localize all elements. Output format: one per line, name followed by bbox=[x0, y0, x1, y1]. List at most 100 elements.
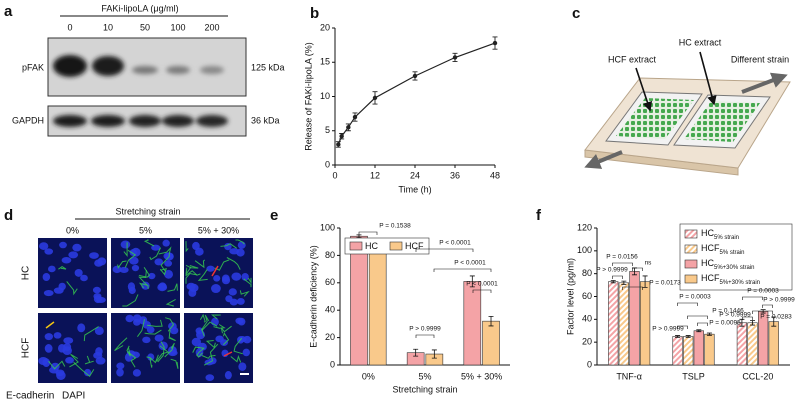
legend-swatch bbox=[684, 229, 698, 239]
legend-label: HCF bbox=[405, 241, 424, 251]
membrane bbox=[185, 272, 197, 284]
comparison-bracket bbox=[433, 268, 492, 272]
comparison-bracket bbox=[742, 296, 763, 300]
column-label: 5% + 30% bbox=[198, 225, 239, 235]
panel-letter: d bbox=[4, 207, 13, 224]
legend-label: HC bbox=[365, 241, 378, 251]
error-bar bbox=[760, 309, 766, 314]
nucleus bbox=[241, 273, 249, 281]
cells bbox=[684, 101, 760, 142]
membrane bbox=[235, 239, 245, 245]
x-tick-label: 12 bbox=[370, 170, 380, 180]
comparison-bracket bbox=[358, 231, 378, 235]
nucleus bbox=[147, 353, 155, 361]
membrane bbox=[203, 343, 219, 366]
comparison-bracket bbox=[677, 302, 698, 306]
legend-label: HC5% strain bbox=[701, 228, 739, 240]
p-value: P = 0.0156 bbox=[606, 254, 638, 261]
comparison-bracket bbox=[677, 325, 688, 329]
arrow bbox=[223, 351, 233, 357]
scale-bar bbox=[240, 373, 249, 375]
error-bar bbox=[706, 332, 712, 336]
panel-letter: c bbox=[572, 5, 580, 22]
nucleus bbox=[139, 316, 148, 325]
stain-label: DAPI bbox=[62, 391, 85, 402]
bands bbox=[53, 55, 228, 127]
membrane bbox=[165, 317, 175, 332]
membrane bbox=[157, 341, 165, 363]
nucleus bbox=[59, 241, 67, 249]
bar bbox=[693, 330, 704, 366]
membrane bbox=[136, 319, 145, 337]
diagram-label: Different strain bbox=[731, 54, 789, 64]
membrane bbox=[210, 314, 221, 320]
membrane bbox=[200, 314, 210, 331]
comparison-bracket bbox=[472, 289, 492, 293]
lane-label: 10 bbox=[103, 22, 113, 32]
nucleus bbox=[119, 266, 129, 274]
strain-arrow bbox=[741, 72, 788, 94]
x-tick-label: 48 bbox=[490, 170, 500, 180]
y-tick-label: 40 bbox=[582, 314, 592, 324]
point bbox=[412, 73, 418, 79]
nucleus bbox=[126, 350, 136, 357]
band bbox=[162, 115, 194, 127]
nucleus bbox=[61, 256, 72, 264]
nucleus bbox=[63, 337, 74, 344]
error-bar bbox=[696, 329, 702, 333]
membrane bbox=[220, 243, 237, 249]
membrane bbox=[197, 269, 208, 282]
nucleus bbox=[142, 336, 151, 344]
band bbox=[92, 56, 124, 76]
membrane bbox=[165, 298, 176, 307]
membrane bbox=[144, 329, 162, 335]
nucleus bbox=[127, 282, 136, 292]
nucleus bbox=[95, 347, 103, 356]
membrane bbox=[122, 294, 139, 307]
legend-subscript: 5% strain bbox=[714, 235, 739, 241]
blot-title: FAKi-lipoLA (μg/ml) bbox=[101, 3, 178, 13]
membrane bbox=[138, 282, 149, 290]
nucleus bbox=[58, 282, 66, 291]
y-tick-label: 20 bbox=[325, 332, 335, 342]
comparison-bracket bbox=[415, 248, 474, 252]
nucleus bbox=[195, 247, 204, 256]
error-bar bbox=[685, 335, 691, 338]
membrane bbox=[156, 345, 170, 362]
membrane bbox=[170, 358, 179, 369]
x-axis-title: Time (h) bbox=[398, 184, 431, 194]
membrane bbox=[226, 257, 241, 270]
p-value: P = 0.1446 bbox=[712, 308, 744, 315]
error-bar bbox=[488, 315, 494, 327]
legend-box bbox=[344, 237, 430, 255]
nucleus bbox=[77, 323, 86, 333]
nucleus bbox=[38, 357, 49, 366]
nucleus bbox=[220, 339, 229, 347]
p-value: P < 0.0001 bbox=[466, 281, 498, 288]
nucleus bbox=[235, 317, 244, 325]
nucleus bbox=[120, 240, 131, 249]
membrane bbox=[222, 331, 230, 346]
nucleus bbox=[62, 346, 72, 356]
y-tick-label: 40 bbox=[325, 305, 335, 315]
nucleus bbox=[242, 335, 252, 344]
membrane bbox=[220, 325, 232, 334]
nucleus bbox=[224, 370, 232, 380]
y-tick-label: 20 bbox=[320, 22, 330, 32]
point bbox=[452, 55, 458, 60]
legend-name: HCF bbox=[701, 273, 720, 283]
membrane bbox=[164, 342, 175, 358]
p-value: P > 0.9999 bbox=[719, 312, 751, 319]
nucleus bbox=[148, 272, 156, 280]
nucleus bbox=[211, 284, 221, 294]
lane-label: 50 bbox=[140, 22, 150, 32]
error-bar bbox=[771, 316, 777, 327]
y-tick-label: 0 bbox=[587, 359, 592, 369]
bar bbox=[747, 322, 758, 366]
nucleus bbox=[49, 366, 59, 374]
error-bar bbox=[675, 335, 681, 338]
nucleus bbox=[42, 273, 51, 282]
nucleus bbox=[162, 239, 170, 247]
arrow bbox=[45, 321, 55, 329]
